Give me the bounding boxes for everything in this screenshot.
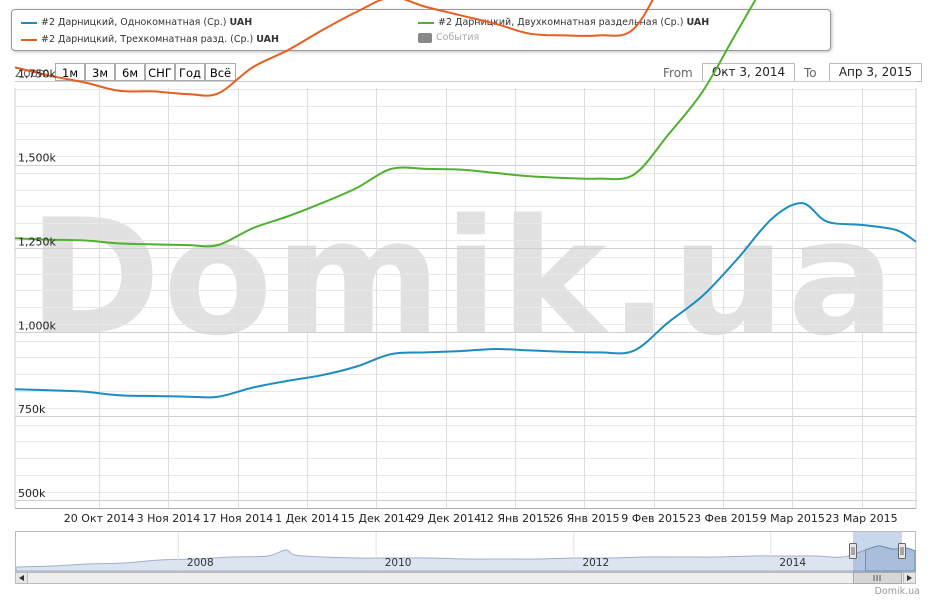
legend-label-3room: #2 Дарницкий, Трехкомнатная разд. (Ср.) (41, 34, 254, 45)
x-tick-label: 26 Янв 2015 (549, 512, 619, 525)
x-tick-label: 9 Фев 2015 (621, 512, 686, 525)
x-tick-label: 1 Дек 2014 (275, 512, 339, 525)
x-tick-label: 15 Дек 2014 (341, 512, 412, 525)
zoom-3m-button[interactable]: 3м (85, 63, 115, 81)
y-tick-label: 1,750k (18, 68, 56, 81)
series-line-2 (14, 0, 757, 248)
legend-unit-1room: UAH (229, 17, 253, 28)
legend-item-2room[interactable]: #2 Дарницкий, Двухкомнатная раздельная (… (418, 17, 709, 28)
legend-label-events: События (436, 32, 480, 43)
x-tick-label: 12 Янв 2015 (480, 512, 550, 525)
chart-grid (15, 81, 916, 501)
legend-swatch-2room (418, 21, 434, 24)
x-axis-labels: 20 Окт 2014 3 Ноя 2014 17 Ноя 2014 1 Дек 20… (64, 512, 898, 525)
navigator-year-label: 2012 (582, 557, 609, 569)
navigator-handle-left (849, 543, 857, 559)
scrollbar[interactable] (15, 572, 916, 584)
series-line-1 (14, 202, 917, 399)
legend-label-1room: #2 Дарницкий, Однокомнатная (Ср.) (41, 17, 227, 28)
chart-legend: #2 Дарницкий, Однокомнатная (Ср.) UAH #2… (11, 9, 831, 51)
series-layer (14, 0, 917, 399)
range-from-input[interactable]: Окт 3, 2014 (702, 63, 795, 82)
series-line-3 (14, 0, 654, 97)
scrollbar-left-arrow-icon (19, 575, 24, 581)
legend-swatch-events (418, 32, 432, 43)
navigator-selected-area (865, 545, 916, 572)
y-tick-label: 1,500k (18, 152, 56, 165)
zoom-6m-button[interactable]: 6м (115, 63, 145, 81)
x-tick-label: 20 Окт 2014 (64, 512, 135, 525)
x-tick-label: 17 Ноя 2014 (202, 512, 273, 525)
navigator-year-label: 2014 (779, 557, 806, 569)
range-to-label: To (804, 66, 817, 80)
legend-swatch-3room (21, 38, 37, 41)
y-axis-labels: 500k750k1,000k1,250k1,500k1,750k2,000k2,… (18, 68, 56, 500)
legend-unit-2room: UAH (686, 17, 710, 28)
legend-label-2room: #2 Дарницкий, Двухкомнатная раздельная (… (438, 17, 684, 28)
zoom-1y-button[interactable]: Год (175, 63, 205, 81)
legend-item-events[interactable]: События (418, 32, 479, 43)
x-tick-label: 23 Мар 2015 (825, 512, 897, 525)
zoom-all-button[interactable]: Всё (205, 63, 236, 81)
navigator[interactable]: 2008 2010 2012 2014 (15, 531, 916, 573)
y-tick-label: 750k (18, 403, 46, 416)
y-tick-label: 1,000k (18, 319, 56, 332)
navigator-year-label: 2010 (385, 557, 412, 569)
x-tick-label: 9 Мар 2015 (760, 512, 825, 525)
legend-item-1room[interactable]: #2 Дарницкий, Однокомнатная (Ср.) UAH (21, 17, 252, 28)
scrollbar-track (15, 572, 916, 584)
legend-item-3room[interactable]: #2 Дарницкий, Трехкомнатная разд. (Ср.) … (21, 34, 279, 45)
credit-link[interactable]: Domik.ua (874, 586, 920, 597)
scrollbar-right-arrow-icon (907, 575, 912, 581)
navigator-handle-right (898, 543, 906, 559)
y-tick-label: 500k (18, 487, 46, 500)
legend-swatch-1room (21, 21, 37, 24)
chart-x-grid (99, 88, 863, 508)
range-from-label: From (663, 66, 693, 80)
x-tick-label: 23 Фев 2015 (687, 512, 759, 525)
legend-unit-3room: UAH (256, 34, 279, 45)
navigator-series-area (15, 545, 916, 572)
navigator-year-label: 2008 (187, 557, 214, 569)
navigator-year-labels: 2008 2010 2012 2014 (177, 532, 806, 571)
x-tick-label: 29 Дек 2014 (410, 512, 481, 525)
y-tick-label: 1,250k (18, 235, 56, 248)
zoom-ytd-button[interactable]: СНГ (145, 63, 175, 81)
zoom-1m-button[interactable]: 1м (55, 63, 85, 81)
x-tick-label: 3 Ноя 2014 (137, 512, 201, 525)
